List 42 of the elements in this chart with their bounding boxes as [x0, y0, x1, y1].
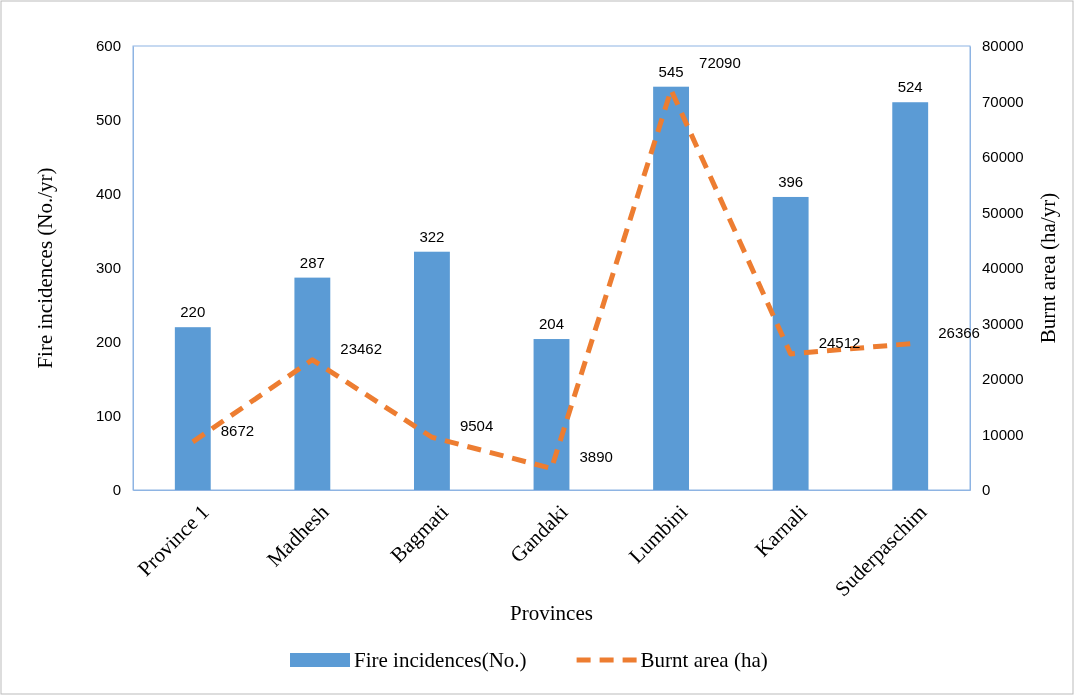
y-tick-label: 100 [95, 407, 121, 425]
data-label: 524 [897, 78, 923, 96]
y2-tick-label: 50000 [982, 203, 1024, 221]
y-tick-label: 400 [95, 185, 121, 203]
y2-tick-label: 30000 [982, 314, 1024, 332]
data-label: 322 [419, 227, 445, 245]
data-label: 396 [778, 172, 804, 190]
legend-label: Burnt area (ha) [640, 648, 768, 672]
y2-tick-label: 80000 [982, 37, 1024, 55]
y-tick-label: 200 [95, 333, 121, 351]
y-tick-label: 500 [95, 111, 121, 129]
bar [413, 251, 450, 490]
y-axis-title: Fire incidences (No./yr) [33, 167, 57, 369]
bar [533, 339, 570, 490]
bar [174, 327, 211, 490]
data-label: 3890 [579, 448, 613, 466]
bar [892, 102, 929, 490]
y2-tick-label: 60000 [982, 148, 1024, 166]
data-label: 204 [538, 315, 565, 333]
legend-label: Fire incidences(No.) [354, 648, 527, 672]
y2-axis-title: Burnt area (ha/yr) [1036, 192, 1060, 344]
y-tick-label: 600 [95, 37, 121, 55]
data-label: 9504 [459, 417, 494, 435]
data-label: 220 [180, 303, 206, 321]
y2-tick-label: 0 [982, 481, 991, 499]
data-label: 26366 [938, 323, 980, 341]
bar [294, 277, 331, 490]
bar [772, 196, 809, 490]
y2-tick-label: 70000 [982, 92, 1024, 110]
y2-tick-label: 20000 [982, 370, 1024, 388]
data-label: 72090 [699, 53, 741, 71]
data-label: 8672 [220, 421, 255, 439]
y-tick-label: 300 [95, 259, 121, 277]
x-axis-title: Provinces [510, 601, 593, 625]
data-label: 287 [299, 253, 325, 271]
bar [653, 86, 690, 490]
data-label: 545 [658, 62, 684, 80]
y-tick-label: 0 [112, 481, 121, 499]
y2-tick-label: 40000 [982, 259, 1024, 277]
data-label: 24512 [818, 333, 861, 351]
data-label: 23462 [340, 339, 383, 357]
y2-tick-label: 10000 [982, 425, 1024, 443]
